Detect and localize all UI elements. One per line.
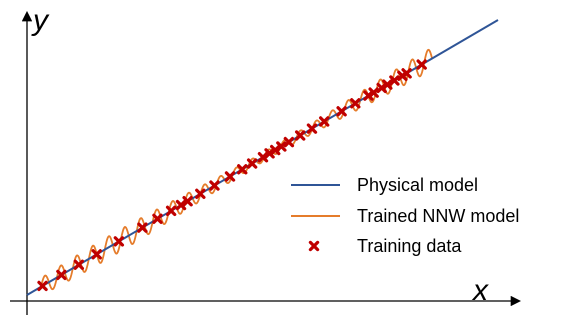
training-data-point [209, 180, 220, 191]
training-data-point [175, 199, 187, 211]
legend-marker-x [308, 240, 320, 252]
training-data-point [224, 171, 236, 182]
training-data-point [246, 158, 258, 169]
training-data-point [382, 79, 393, 90]
training-data-point [165, 205, 177, 217]
training-data-point [137, 222, 148, 233]
training-data-point [368, 87, 379, 98]
legend-label-training-data: Training data [357, 236, 462, 256]
training-data-series [37, 59, 427, 292]
x-axis-label: x [471, 274, 489, 307]
training-data-point [416, 59, 427, 70]
training-data-point [336, 106, 347, 117]
training-data-point [276, 141, 287, 152]
training-data-point [283, 136, 295, 148]
training-data-point [91, 249, 102, 260]
training-data-point [73, 259, 85, 270]
training-data-point [37, 280, 48, 292]
training-data-point [56, 269, 67, 281]
training-data-point [401, 68, 412, 79]
training-data-point [319, 116, 330, 127]
training-data-point [376, 82, 387, 94]
training-data-point [257, 152, 269, 163]
legend-swatch-training-data [308, 240, 320, 252]
training-data-point [152, 213, 163, 225]
training-data-point [306, 123, 318, 134]
training-data-point [294, 130, 306, 141]
training-data-point [270, 144, 281, 156]
training-data-point [350, 98, 361, 109]
training-data-point [389, 75, 400, 86]
y-axis-label: y [31, 4, 50, 37]
training-data-point [264, 148, 275, 159]
legend: Physical model Trained NNW model Trainin… [291, 175, 519, 256]
training-data-point [113, 236, 125, 247]
legend-label-physical-model: Physical model [357, 175, 478, 195]
training-data-point [195, 188, 206, 199]
training-data-point [237, 164, 248, 175]
training-data-point [182, 196, 193, 207]
legend-label-nnw-model: Trained NNW model [357, 206, 519, 226]
